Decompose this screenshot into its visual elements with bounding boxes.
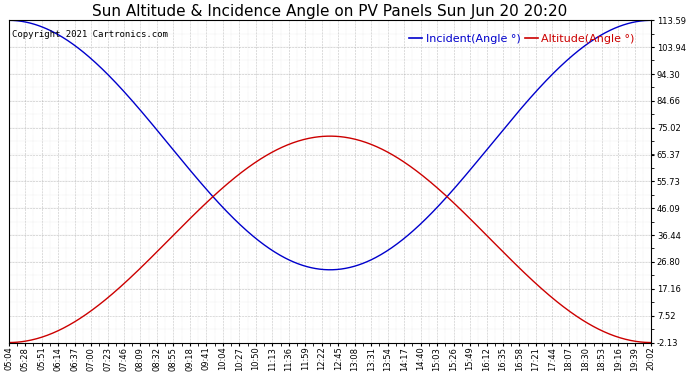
Text: Copyright 2021 Cartronics.com: Copyright 2021 Cartronics.com — [12, 30, 168, 39]
Legend: Incident(Angle °), Altitude(Angle °): Incident(Angle °), Altitude(Angle °) — [404, 29, 640, 48]
Title: Sun Altitude & Incidence Angle on PV Panels Sun Jun 20 20:20: Sun Altitude & Incidence Angle on PV Pan… — [92, 4, 568, 19]
